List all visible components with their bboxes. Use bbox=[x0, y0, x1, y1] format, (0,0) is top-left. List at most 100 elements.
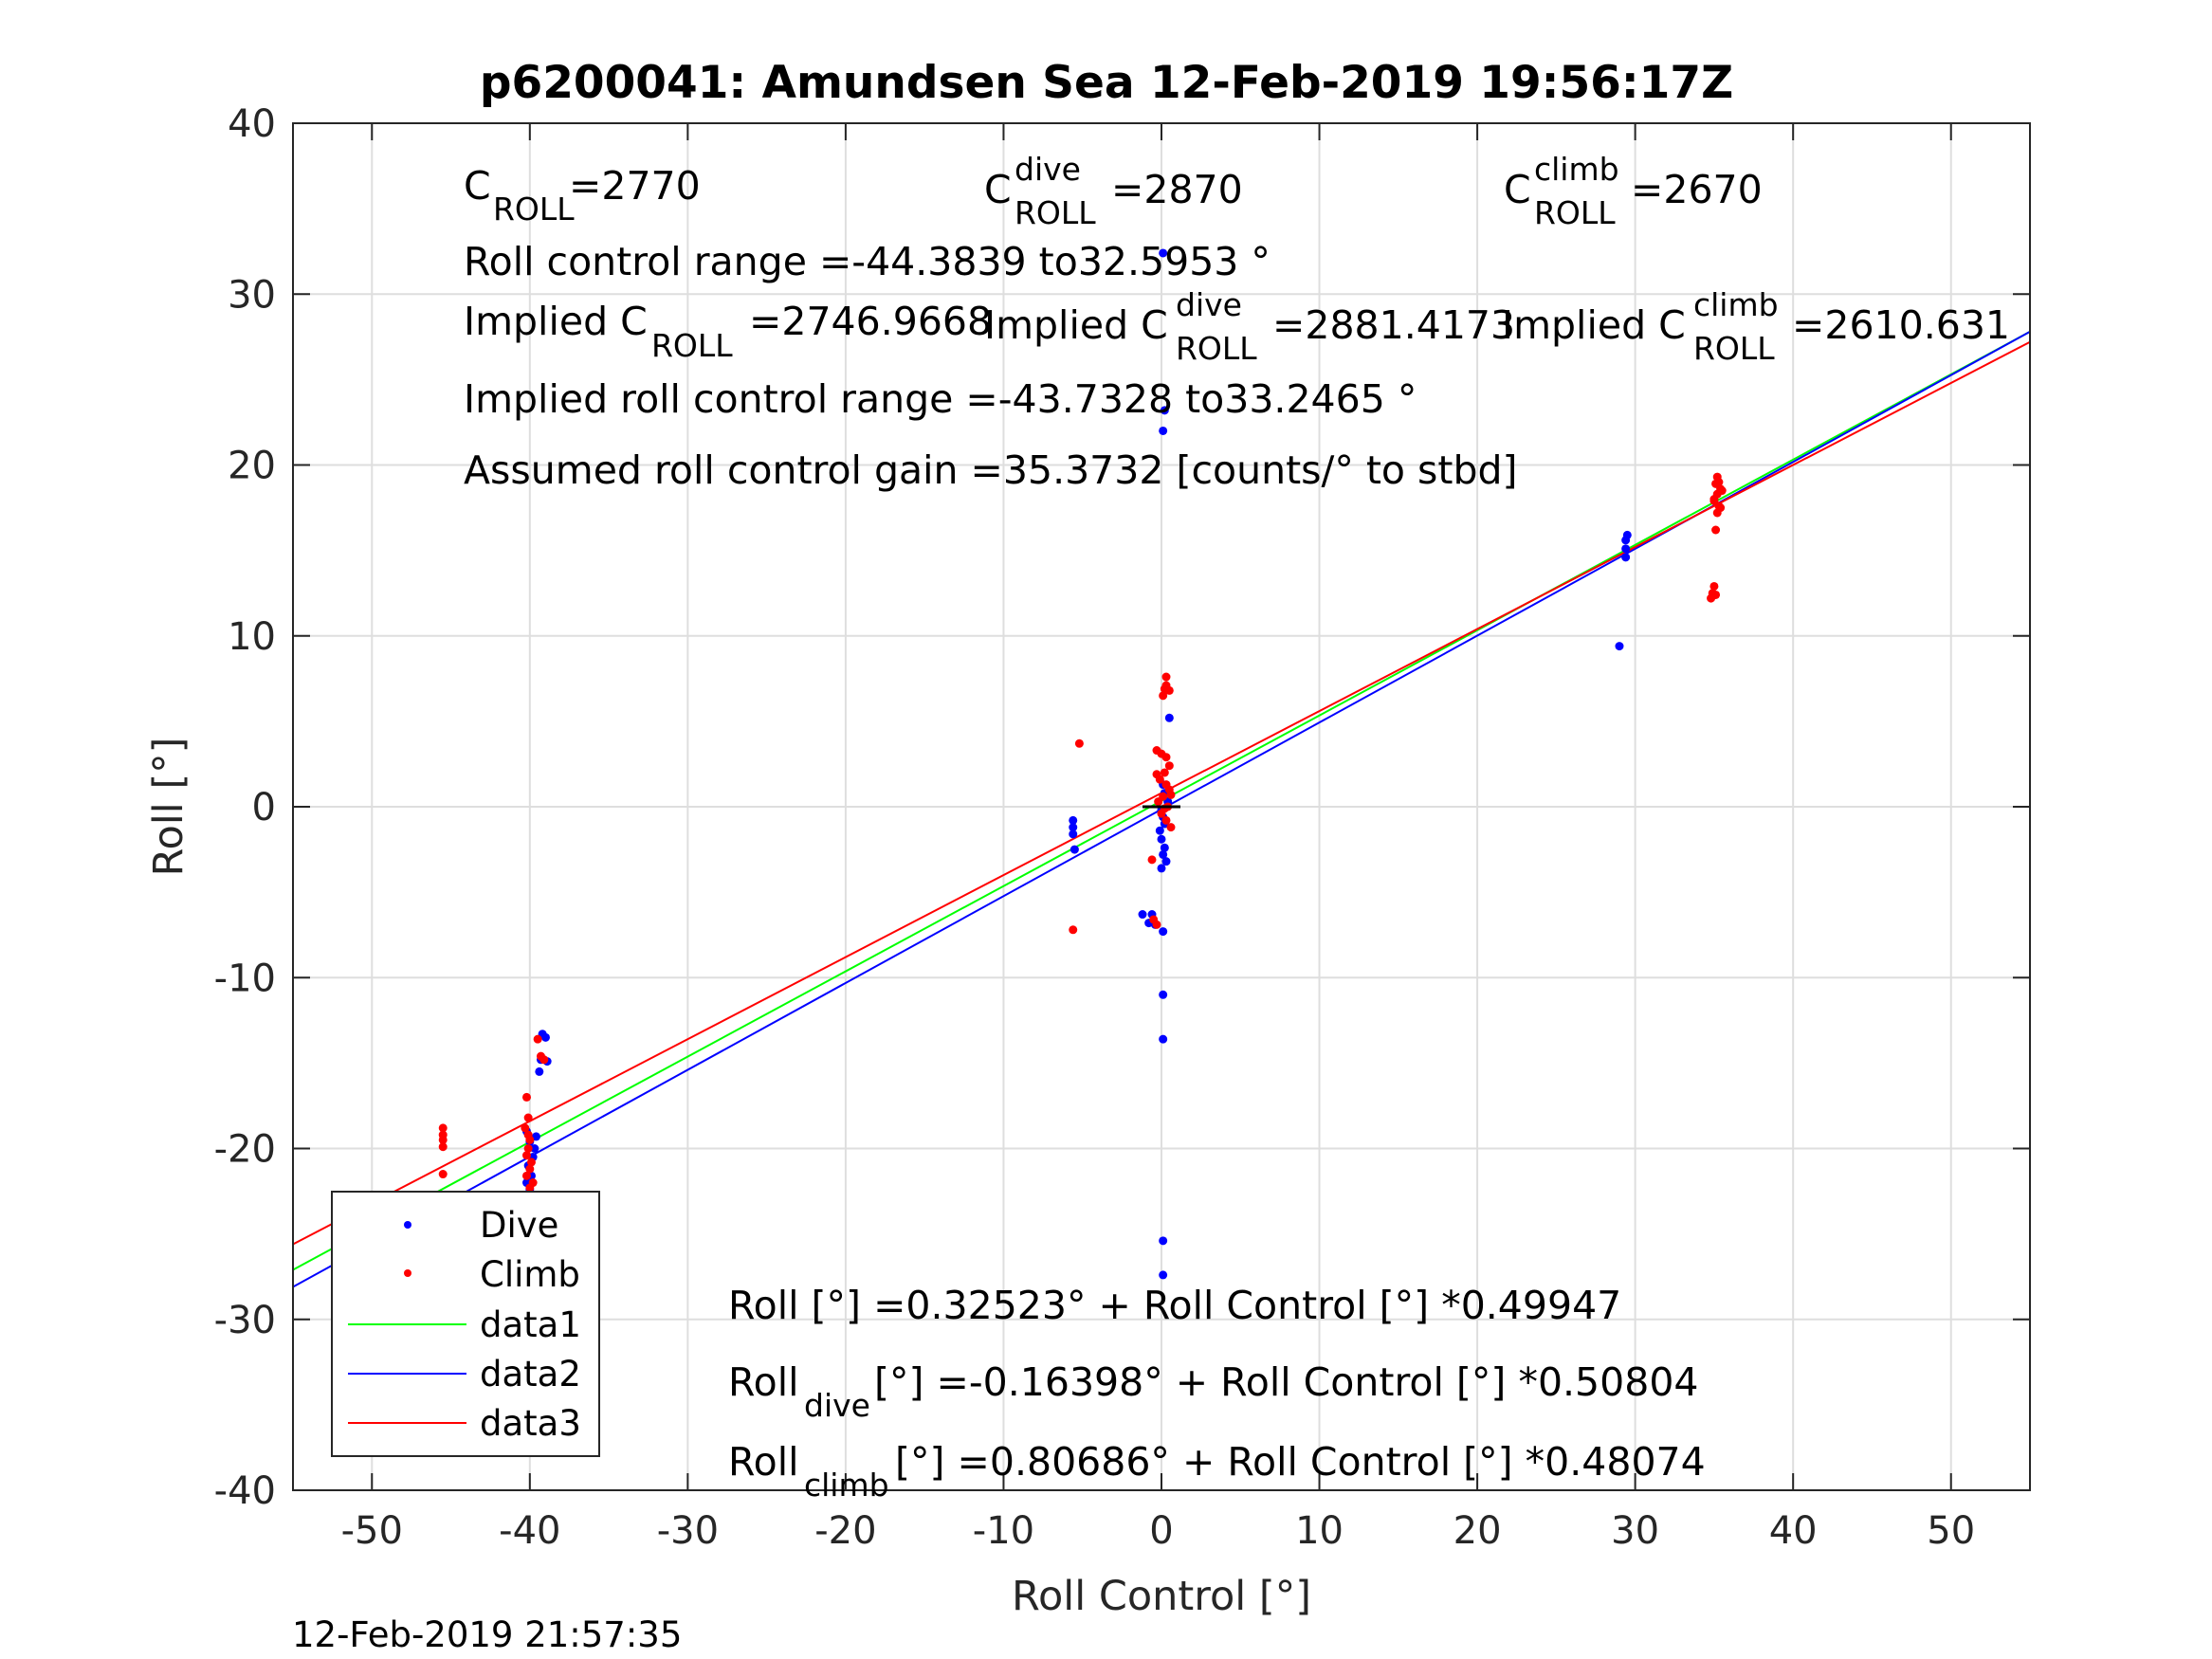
timestamp: 12-Feb-2019 21:57:35 bbox=[292, 1614, 682, 1655]
x-tick-label: 0 bbox=[1149, 1509, 1173, 1553]
climb-point bbox=[1711, 590, 1721, 599]
climb-point bbox=[1717, 486, 1727, 496]
legend-entry-climb: Climb bbox=[404, 1254, 580, 1295]
legend-entry-data1: data1 bbox=[348, 1304, 581, 1345]
svg-text:=2670: =2670 bbox=[1631, 167, 1763, 212]
climb-point bbox=[521, 1092, 531, 1102]
svg-text:dive: dive bbox=[804, 1387, 870, 1424]
climb-point bbox=[526, 1158, 536, 1167]
legend-marker-dive bbox=[404, 1221, 411, 1229]
dive-point bbox=[1138, 910, 1147, 920]
x-tick-label: 20 bbox=[1453, 1509, 1502, 1553]
climb-point bbox=[1069, 925, 1078, 935]
dive-point bbox=[1159, 1270, 1168, 1280]
svg-text:dive: dive bbox=[1015, 151, 1081, 188]
climb-point bbox=[525, 1164, 535, 1174]
legend-label-data2: data2 bbox=[480, 1354, 581, 1395]
legend-label-data3: data3 bbox=[480, 1403, 581, 1444]
svg-text:Roll: Roll bbox=[728, 1439, 799, 1485]
y-tick-labels: -40 -30 -20 -10 0 10 20 30 40 bbox=[214, 102, 276, 1513]
svg-text:ROLL: ROLL bbox=[1534, 194, 1616, 231]
climb-point bbox=[438, 1170, 448, 1179]
legend-label-dive: Dive bbox=[480, 1205, 558, 1246]
svg-text:=2870: =2870 bbox=[1111, 167, 1243, 212]
svg-text:ROLL: ROLL bbox=[1176, 330, 1257, 367]
legend-label-data1: data1 bbox=[480, 1304, 581, 1345]
climb-point bbox=[1159, 691, 1168, 701]
climb-point bbox=[1711, 525, 1721, 535]
x-axis-label: Roll Control [°] bbox=[1012, 1573, 1311, 1620]
annotation-roll-control-gain: Assumed roll control gain =35.3732 [coun… bbox=[464, 447, 1518, 493]
dive-point bbox=[1069, 830, 1078, 839]
climb-point bbox=[1161, 672, 1171, 682]
climb-point bbox=[523, 1144, 533, 1153]
legend-entry-dive: Dive bbox=[404, 1205, 558, 1246]
svg-text:=2881.4173: =2881.4173 bbox=[1272, 302, 1515, 348]
climb-point bbox=[1152, 770, 1161, 779]
y-tick-label: 10 bbox=[228, 615, 276, 659]
x-tick-label: 50 bbox=[1927, 1509, 1975, 1553]
legend-marker-climb bbox=[404, 1269, 411, 1277]
x-tick-label: -40 bbox=[499, 1509, 560, 1553]
svg-text:[°] =-0.16398° + Roll Control: [°] =-0.16398° + Roll Control [°] *0.508… bbox=[874, 1359, 1699, 1405]
climb-point bbox=[1074, 738, 1084, 748]
svg-text:=2610.631: =2610.631 bbox=[1792, 302, 2010, 348]
dive-point bbox=[1159, 1236, 1168, 1246]
svg-text:Implied C: Implied C bbox=[984, 302, 1168, 348]
legend-entry-data3: data3 bbox=[348, 1403, 581, 1444]
climb-point bbox=[521, 1123, 530, 1133]
climb-point bbox=[533, 1034, 542, 1044]
climb-point bbox=[521, 1171, 531, 1180]
x-tick-label: 30 bbox=[1611, 1509, 1659, 1553]
svg-text:ROLL: ROLL bbox=[493, 191, 575, 228]
dive-point bbox=[1155, 826, 1164, 835]
x-tick-label: -10 bbox=[973, 1509, 1034, 1553]
y-tick-label: -40 bbox=[214, 1469, 276, 1513]
climb-point bbox=[1166, 790, 1176, 799]
dive-point bbox=[1157, 864, 1166, 873]
y-tick-label: 30 bbox=[228, 273, 276, 317]
dive-point bbox=[1159, 990, 1168, 999]
x-tick-label: -50 bbox=[341, 1509, 403, 1553]
dive-point bbox=[1069, 815, 1078, 825]
climb-point bbox=[1161, 815, 1171, 825]
annotation-c-roll: C ROLL =2770 bbox=[464, 163, 701, 228]
annotation-implied-roll-control-range: Implied roll control range =-43.7328 to3… bbox=[464, 376, 1417, 422]
climb-point bbox=[1716, 503, 1726, 513]
fit-equation-dive: Roll dive [°] =-0.16398° + Roll Control … bbox=[728, 1359, 1699, 1424]
dive-point bbox=[531, 1132, 540, 1141]
y-tick-label: 20 bbox=[228, 445, 276, 488]
climb-point bbox=[1709, 581, 1719, 591]
climb-point bbox=[438, 1142, 448, 1152]
climb-point bbox=[1154, 797, 1163, 807]
dive-point bbox=[1161, 857, 1171, 866]
dive-point bbox=[1160, 843, 1169, 852]
y-tick-label: -10 bbox=[214, 957, 276, 1000]
svg-text:dive: dive bbox=[1176, 286, 1242, 323]
climb-point bbox=[1147, 855, 1157, 865]
climb-point bbox=[523, 1113, 533, 1122]
climb-point bbox=[1161, 753, 1171, 762]
svg-text:ROLL: ROLL bbox=[1693, 330, 1775, 367]
climb-point bbox=[1152, 920, 1161, 929]
dive-point bbox=[1159, 426, 1168, 435]
dive-point bbox=[1621, 544, 1631, 554]
svg-text:=2770: =2770 bbox=[569, 163, 701, 209]
data-points bbox=[404, 248, 1727, 1280]
svg-text:C: C bbox=[984, 167, 1012, 212]
svg-text:[°] =0.80686° + Roll Control [: [°] =0.80686° + Roll Control [°] *0.4807… bbox=[895, 1439, 1706, 1485]
y-tick-label: -30 bbox=[214, 1299, 276, 1342]
x-tick-label: 40 bbox=[1769, 1509, 1818, 1553]
dive-point bbox=[1160, 406, 1169, 415]
svg-text:Roll: Roll bbox=[728, 1359, 799, 1405]
dive-point bbox=[540, 1032, 550, 1042]
dive-point bbox=[1621, 553, 1631, 562]
dive-point bbox=[1164, 713, 1174, 722]
climb-point bbox=[523, 1130, 533, 1139]
climb-point bbox=[438, 1135, 448, 1144]
svg-text:C: C bbox=[464, 163, 491, 209]
climb-point bbox=[1164, 685, 1174, 695]
svg-text:Implied C: Implied C bbox=[464, 299, 648, 344]
dive-point bbox=[1159, 248, 1168, 258]
